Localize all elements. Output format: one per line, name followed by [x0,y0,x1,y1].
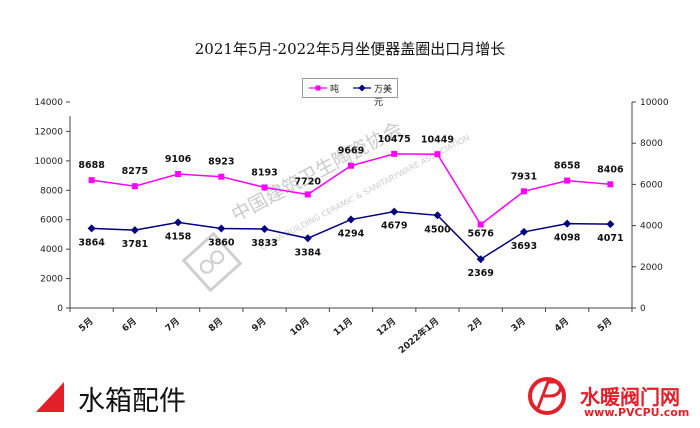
data-label-tons: 8658 [554,161,581,172]
data-label-tons: 9106 [165,154,192,165]
y-right-tick-label: 0 [640,304,646,314]
data-point-usd [87,224,96,233]
data-point-usd [433,211,442,220]
x-tick-label: 2022年1月 [396,315,441,356]
data-label-usd: 4098 [554,233,581,244]
data-point-usd [303,234,312,243]
data-point-tons [261,184,268,191]
data-label-tons: 8923 [208,157,234,168]
data-point-usd [260,225,269,234]
data-point-tons [564,177,571,184]
data-point-tons [434,151,441,158]
y-right-tick-label: 8000 [640,139,663,149]
y-right-tick-label: 6000 [640,180,663,190]
y-left-tick-label: 12000 [34,127,63,137]
axes-group: 0 2000 4000 6000 8000 10000 12000 14000 0 2000 400… [34,98,669,356]
data-point-usd [563,219,572,228]
data-point-usd [519,227,528,236]
data-point-usd [390,207,399,216]
data-point-tons [88,177,95,184]
data-label-usd: 3860 [208,237,235,248]
data-label-tons: 10475 [378,134,411,145]
legend-marker-usd [358,84,366,92]
data-label-usd: 3864 [78,237,105,248]
brand-name: 水暖阀门网 [580,385,680,409]
x-tick-label: 5月 [596,316,615,334]
data-label-tons: 8193 [251,167,277,178]
x-tick-label: 7月 [163,316,182,334]
data-point-usd [347,215,355,224]
series-layer [87,150,615,264]
x-tick-label: 4月 [552,316,571,334]
data-label-tons: 8406 [597,164,624,175]
data-label-usd: 3833 [251,238,277,249]
y-right-tick-label: 2000 [640,263,663,273]
y-left-tick-label: 8000 [40,186,63,196]
data-label-usd: 4679 [381,221,407,232]
x-tick-label: 6月 [120,316,139,334]
data-label-usd: 4294 [338,229,365,240]
data-point-usd [130,226,139,235]
chart-title: 2021年5月-2022年5月坐便器盖圈出口月增长 [194,40,506,58]
data-label-usd: 4158 [165,231,192,242]
legend-marker-tons [315,85,321,91]
data-point-usd [217,224,226,233]
y-right-tick-label: 10000 [640,98,669,108]
data-point-tons [391,150,398,157]
data-label-tons: 5676 [467,228,494,239]
y-left-tick-label: 0 [57,304,63,314]
data-point-tons [607,181,614,188]
x-tick-label: 5月 [77,316,96,334]
data-point-usd [174,218,183,227]
data-label-usd: 3781 [122,239,148,250]
data-label-usd: 4500 [424,224,451,235]
data-label-usd: 3693 [511,241,537,252]
data-point-usd [606,220,615,229]
data-labels-layer: 8688 8275 9106 8923 8193 7720 9669 10475 10449 56… [78,134,624,279]
data-point-tons [175,171,182,178]
data-point-tons [477,221,484,228]
data-label-tons: 7931 [511,171,537,182]
data-label-tons: 7720 [295,176,322,187]
y-left-tick-label: 14000 [34,98,63,108]
data-point-tons [304,191,311,198]
x-tick-label: 11月 [331,316,355,338]
x-tick-label: 2月 [466,316,485,334]
data-label-tons: 8688 [78,160,105,171]
legend-label-usd: 万美元 [374,85,393,108]
x-tick-label: 9月 [250,316,269,334]
data-label-tons: 8275 [122,166,148,177]
y-left-tick-label: 10000 [34,157,63,167]
red-triangle-icon [36,382,64,412]
data-point-tons [218,173,225,180]
data-point-usd [476,255,485,264]
y-left-tick-label: 6000 [40,216,63,226]
legend-label-tons: 吨 [330,85,340,95]
brand-url: www.PVCPU.com [584,406,690,419]
chart-legend: 吨 万美元 [302,78,398,108]
data-label-tons: 9669 [338,146,364,157]
data-point-tons [131,183,138,190]
data-label-usd: 4071 [597,233,623,244]
x-tick-label: 10月 [288,316,312,338]
data-label-tons: 10449 [421,134,454,145]
x-tick-label: 8月 [206,316,225,334]
data-label-usd: 2369 [467,268,493,279]
y-right-tick-label: 4000 [640,222,663,232]
data-label-usd: 3384 [295,247,322,258]
data-point-tons [348,162,354,169]
data-point-tons [520,188,527,195]
x-tick-label: 12月 [375,316,399,338]
y-left-tick-label: 4000 [40,245,63,255]
y-left-tick-label: 2000 [40,275,63,285]
pv-logo-icon [528,377,566,415]
footer-title: 水箱配件 [78,386,186,417]
x-tick-label: 3月 [509,316,528,334]
